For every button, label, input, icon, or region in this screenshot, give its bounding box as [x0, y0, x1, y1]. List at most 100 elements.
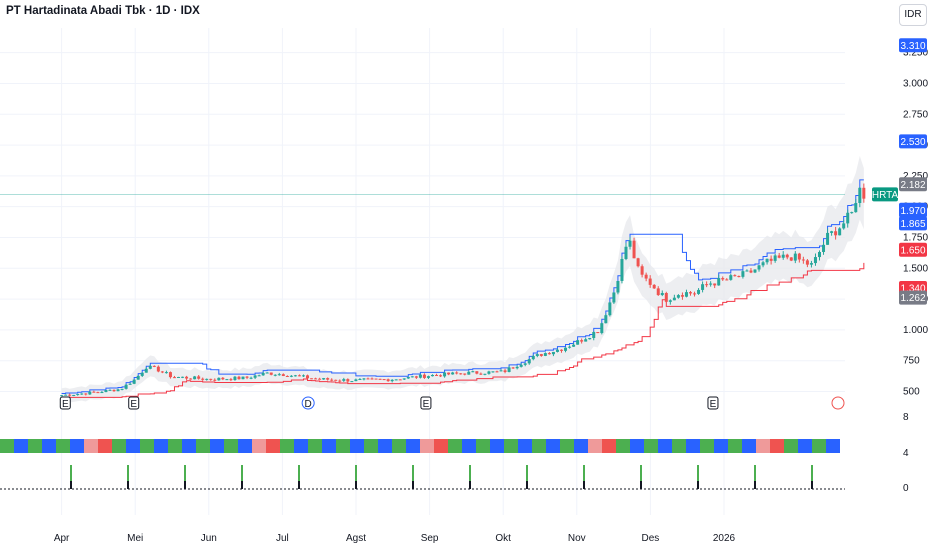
- candle-body: [781, 254, 785, 258]
- signal-bar: [241, 465, 243, 489]
- candle-body: [128, 383, 132, 385]
- dividend-circle: [301, 396, 315, 410]
- candle-body: [854, 202, 858, 213]
- candle-body: [269, 372, 273, 375]
- candle-body: [858, 187, 862, 203]
- indicator-lines: [0, 179, 865, 398]
- candle-body: [676, 295, 680, 298]
- candle-body: [168, 372, 172, 378]
- strip-segment: [154, 439, 168, 453]
- strip-segment: [252, 439, 266, 453]
- candle-body: [519, 364, 523, 367]
- event-marker: E: [707, 396, 719, 410]
- strip-segment: [42, 439, 56, 453]
- signal-bar: [583, 465, 585, 489]
- x-tick-label: Jun: [201, 533, 217, 544]
- strip-segment: [658, 439, 672, 453]
- candle-body: [293, 375, 297, 377]
- strip-segment: [210, 439, 224, 453]
- candle-body: [358, 378, 362, 380]
- strip-segment: [546, 439, 560, 453]
- strip-segment: [364, 439, 378, 453]
- strip-segment: [742, 439, 756, 453]
- candle-body: [809, 263, 813, 265]
- candle-body: [620, 258, 624, 281]
- sub-tick-label: 0: [903, 483, 909, 494]
- strip-segment: [378, 439, 392, 453]
- signal-bar: [811, 465, 813, 489]
- strip-segment: [350, 439, 364, 453]
- tag-label: 1.970: [900, 206, 925, 217]
- strip-segment: [280, 439, 294, 453]
- y-axis[interactable]: 5007501.0001.2501.5001.7502.0002.2502.50…: [903, 48, 928, 494]
- candle-body: [543, 353, 547, 356]
- candle-body: [572, 344, 576, 347]
- y-tick-label: 1.750: [903, 232, 928, 243]
- y-tick-label: 2.250: [903, 171, 928, 182]
- strip-segment: [182, 439, 196, 453]
- x-axis[interactable]: Apr Mei Jun Jul Agst Sep Okt Nov Des 2026: [54, 533, 736, 544]
- strip-segment: [588, 439, 602, 453]
- price-tag: 2.530: [899, 134, 927, 149]
- strip-segment: [0, 439, 14, 453]
- strip-segment: [98, 439, 112, 453]
- candle-body: [164, 372, 168, 374]
- signal-bar: [70, 465, 72, 489]
- candle-body: [463, 373, 467, 375]
- tag-label: 1.650: [900, 245, 925, 256]
- candle-body: [447, 372, 451, 375]
- tag-label: 1.865: [900, 219, 925, 230]
- strip-segment: [490, 439, 504, 453]
- candle-body: [826, 232, 830, 245]
- candle-body: [668, 300, 672, 302]
- strip-segment: [168, 439, 182, 453]
- candle-body: [249, 377, 253, 379]
- candle-body: [342, 379, 346, 381]
- candle-body: [507, 367, 511, 372]
- y-tick-label: 1.500: [903, 263, 928, 274]
- candle-body: [576, 340, 580, 345]
- earnings-box: [420, 396, 432, 410]
- candle-body: [330, 379, 334, 381]
- tag-bg: [899, 203, 927, 218]
- candle-body: [672, 297, 676, 301]
- candle-body: [237, 376, 241, 380]
- signal-bar-base: [811, 481, 813, 489]
- sub-tick-label: 8: [903, 412, 909, 423]
- strip-segment: [294, 439, 308, 453]
- candle-body: [273, 374, 277, 376]
- candle-body: [245, 376, 249, 378]
- candle-body: [60, 395, 64, 397]
- candle-body: [862, 187, 866, 199]
- candle-body: [160, 371, 164, 373]
- candle-body: [817, 251, 821, 258]
- candle-body: [68, 394, 72, 396]
- candle-body: [257, 375, 261, 377]
- strip-segment: [476, 439, 490, 453]
- strip-segment: [28, 439, 42, 453]
- strip-segment: [140, 439, 154, 453]
- candle-body: [830, 231, 834, 233]
- tag-bg: [899, 177, 927, 192]
- candle-body: [701, 284, 705, 290]
- signal-bar-base: [184, 481, 186, 489]
- candle-body: [172, 377, 176, 379]
- candle-body: [326, 378, 330, 380]
- candle-body: [789, 257, 793, 261]
- bollinger-band: [61, 155, 864, 403]
- strip-segment: [756, 439, 770, 453]
- strip-segment: [644, 439, 658, 453]
- candle-body: [253, 375, 257, 378]
- candle-body: [636, 258, 640, 267]
- currency-button[interactable]: IDR: [899, 4, 927, 26]
- candle-body: [435, 374, 439, 376]
- candle-body: [777, 255, 781, 258]
- candle-body: [148, 365, 152, 369]
- candle-body: [846, 212, 850, 224]
- candle-body: [370, 378, 374, 380]
- candle-body: [177, 376, 181, 378]
- strip-segment: [532, 439, 546, 453]
- strip-segment: [686, 439, 700, 453]
